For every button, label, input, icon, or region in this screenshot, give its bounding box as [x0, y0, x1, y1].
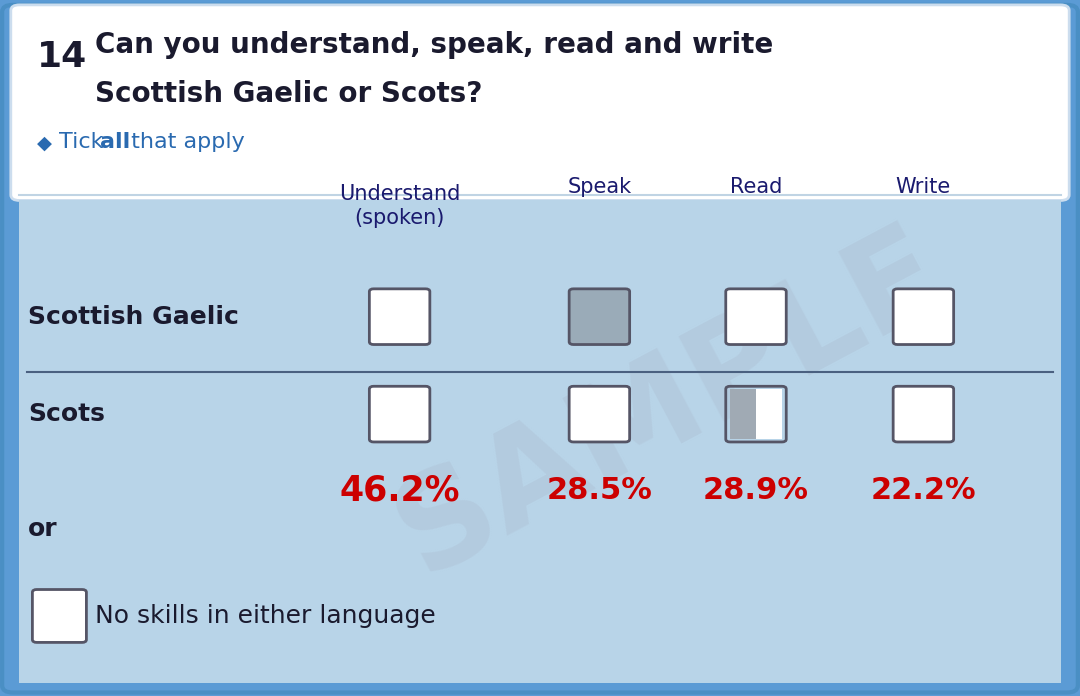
FancyBboxPatch shape — [569, 386, 630, 442]
Text: ◆: ◆ — [37, 134, 52, 152]
Text: Scottish Gaelic or Scots?: Scottish Gaelic or Scots? — [95, 80, 483, 108]
Text: Read: Read — [730, 177, 782, 198]
Text: Scots: Scots — [28, 402, 105, 426]
Text: 46.2%: 46.2% — [339, 474, 460, 507]
Text: or: or — [28, 517, 57, 541]
FancyBboxPatch shape — [893, 289, 954, 345]
FancyBboxPatch shape — [11, 5, 1069, 200]
Bar — [19, 200, 1061, 683]
FancyBboxPatch shape — [569, 289, 630, 345]
Text: 28.9%: 28.9% — [703, 476, 809, 505]
Text: Understand
(spoken): Understand (spoken) — [339, 184, 460, 228]
FancyBboxPatch shape — [726, 289, 786, 345]
Text: Write: Write — [895, 177, 951, 198]
Bar — [730, 389, 756, 439]
Text: 14: 14 — [37, 40, 87, 74]
FancyBboxPatch shape — [32, 590, 86, 642]
Text: Can you understand, speak, read and write: Can you understand, speak, read and writ… — [95, 31, 773, 59]
Text: Scottish Gaelic: Scottish Gaelic — [28, 305, 239, 329]
FancyBboxPatch shape — [369, 386, 430, 442]
Text: 28.5%: 28.5% — [546, 476, 652, 505]
Text: 22.2%: 22.2% — [870, 476, 976, 505]
Text: No skills in either language: No skills in either language — [95, 604, 436, 628]
Text: Tick: Tick — [59, 132, 111, 152]
FancyBboxPatch shape — [2, 5, 1078, 693]
Text: SAMPLE: SAMPLE — [375, 207, 964, 601]
Bar — [756, 389, 782, 439]
Text: that apply: that apply — [124, 132, 245, 152]
FancyBboxPatch shape — [369, 289, 430, 345]
Text: all: all — [100, 132, 131, 152]
FancyBboxPatch shape — [893, 386, 954, 442]
Text: Speak: Speak — [567, 177, 632, 198]
